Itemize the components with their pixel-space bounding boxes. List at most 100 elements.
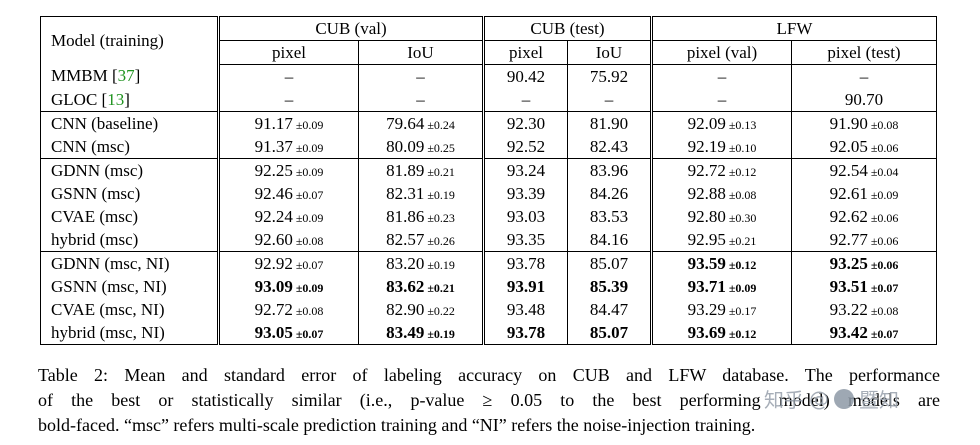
accuracy-value: 93.78 bbox=[506, 253, 546, 273]
model-name: GDNN (msc) bbox=[40, 158, 219, 182]
accuracy-value: 92.09 bbox=[687, 113, 726, 133]
accuracy-value: 92.60 bbox=[254, 229, 293, 249]
accuracy-value: 92.05 bbox=[829, 136, 868, 156]
accuracy-value: 92.92 bbox=[254, 253, 293, 273]
value-cell: 83.53 bbox=[567, 205, 652, 228]
model-name: CVAE (msc, NI) bbox=[51, 299, 165, 319]
model-name: CNN (baseline) bbox=[40, 111, 219, 135]
accuracy-value: 75.92 bbox=[589, 66, 629, 86]
value-cell: – bbox=[358, 64, 484, 88]
std-error-value: ±0.21 bbox=[728, 233, 757, 248]
table-row: GSNN (msc) 92.46 ±0.07 82.31 ±0.19 93.39 84.26… bbox=[41, 182, 937, 205]
std-error-value: ±0.12 bbox=[728, 326, 757, 341]
value-cell: 91.17 ±0.09 bbox=[217, 111, 359, 135]
std-error-value: ±0.09 bbox=[295, 140, 324, 155]
table-row: MMBM [37] – – 90.42 75.92 – – bbox=[41, 64, 937, 88]
accuracy-value: 93.48 bbox=[506, 299, 546, 319]
value-cell: 92.60 ±0.08 bbox=[217, 228, 359, 252]
std-error-value: ±0.19 bbox=[427, 257, 455, 272]
accuracy-value: 93.29 bbox=[687, 299, 726, 319]
std-error-value: ±0.06 bbox=[870, 257, 899, 272]
model-name: GDNN (msc, NI) bbox=[40, 251, 219, 275]
std-error-value: ±0.09 bbox=[728, 280, 757, 295]
std-error-value: ±0.10 bbox=[728, 140, 757, 155]
value-cell: 82.57 ±0.26 bbox=[358, 228, 484, 252]
std-error-value: ±0.04 bbox=[870, 164, 899, 179]
value-cell: 93.24 bbox=[482, 158, 568, 182]
accuracy-value: 81.90 bbox=[589, 113, 629, 133]
model-header: Model (training) bbox=[51, 30, 164, 50]
citation-link[interactable]: 37 bbox=[117, 66, 135, 86]
std-error-value: ±0.21 bbox=[427, 164, 455, 179]
accuracy-value: 91.37 bbox=[254, 136, 293, 156]
std-error-value: ±0.21 bbox=[427, 280, 455, 295]
std-error-value: ±0.07 bbox=[295, 187, 324, 202]
accuracy-value: 93.03 bbox=[506, 206, 546, 226]
accuracy-value: – bbox=[416, 89, 425, 109]
value-cell: 81.89 ±0.21 bbox=[358, 158, 484, 182]
accuracy-value: 93.24 bbox=[506, 160, 546, 180]
std-error-value: ±0.09 bbox=[295, 164, 324, 179]
accuracy-value: 85.07 bbox=[589, 322, 629, 342]
table-row: hybrid (msc) 92.60 ±0.08 82.57 ±0.26 93.35 84.… bbox=[41, 228, 937, 252]
caption-line-3: bold-faced. “msc” refers multi-scale pre… bbox=[38, 415, 756, 435]
accuracy-value: – bbox=[859, 66, 869, 86]
value-cell: – bbox=[650, 88, 792, 112]
model-name: CVAE (msc) bbox=[51, 206, 139, 226]
std-error-value: ±0.12 bbox=[728, 257, 757, 272]
value-cell: 93.25 ±0.06 bbox=[791, 251, 937, 275]
value-cell: 92.30 bbox=[482, 111, 568, 135]
accuracy-value: 84.26 bbox=[589, 183, 629, 203]
accuracy-value: 90.70 bbox=[844, 89, 884, 109]
value-cell: 83.49 ±0.19 bbox=[358, 321, 484, 345]
accuracy-value: 85.07 bbox=[589, 253, 629, 273]
accuracy-value: 82.43 bbox=[589, 136, 629, 156]
std-error-value: ±0.24 bbox=[427, 117, 455, 132]
accuracy-value: 92.62 bbox=[829, 206, 868, 226]
accuracy-value: 92.88 bbox=[687, 183, 726, 203]
value-cell: 92.72 ±0.08 bbox=[217, 298, 359, 321]
value-cell: 93.35 bbox=[482, 228, 568, 252]
value-cell: 91.90 ±0.08 bbox=[791, 111, 937, 135]
value-cell: 81.90 bbox=[567, 111, 652, 135]
citation-link[interactable]: 13 bbox=[107, 89, 125, 109]
value-cell: 92.61 ±0.09 bbox=[791, 182, 937, 205]
value-cell: 81.86 ±0.23 bbox=[358, 205, 484, 228]
model-name: hybrid (msc, NI) bbox=[51, 322, 165, 342]
value-cell: 83.96 bbox=[567, 158, 652, 182]
watermark-at-symbol: @ bbox=[809, 386, 829, 411]
value-cell: 82.43 bbox=[567, 135, 652, 159]
accuracy-value: 83.49 bbox=[386, 322, 425, 342]
accuracy-value: – bbox=[284, 89, 294, 109]
col-group-lfw: LFW bbox=[650, 16, 937, 41]
col-group-cub-val: CUB (val) bbox=[217, 16, 484, 41]
value-cell: – bbox=[358, 88, 484, 112]
value-cell: 83.62 ±0.21 bbox=[358, 275, 484, 298]
table-header-group-row: Model (training) CUB (val) CUB (test) LF… bbox=[41, 16, 937, 50]
std-error-value: ±0.08 bbox=[728, 187, 757, 202]
accuracy-value: 80.09 bbox=[386, 136, 425, 156]
table-row: GLOC [13] – – – – – 90.70 bbox=[41, 88, 937, 112]
table-row: hybrid (msc, NI) 93.05 ±0.07 83.49 ±0.19 93.7… bbox=[41, 321, 937, 345]
table-caption: Table 2: Mean and standard error of labe… bbox=[38, 363, 940, 438]
accuracy-value: 93.71 bbox=[687, 276, 726, 296]
accuracy-value: – bbox=[521, 89, 531, 109]
accuracy-value: 93.78 bbox=[506, 322, 546, 342]
accuracy-value: 83.96 bbox=[589, 160, 629, 180]
watermark-avatar-icon bbox=[834, 388, 854, 409]
value-cell: 92.19 ±0.10 bbox=[650, 135, 792, 159]
model-name: CNN (msc) bbox=[51, 136, 130, 156]
std-error-value: ±0.09 bbox=[295, 117, 324, 132]
accuracy-value: 92.19 bbox=[687, 136, 726, 156]
accuracy-value: 92.95 bbox=[687, 229, 726, 249]
subheader-lfw-pixel-test: pixel (test) bbox=[791, 40, 937, 65]
value-cell: 92.62 ±0.06 bbox=[791, 205, 937, 228]
std-error-value: ±0.07 bbox=[870, 280, 899, 295]
std-error-value: ±0.06 bbox=[870, 233, 899, 248]
accuracy-value: 93.39 bbox=[506, 183, 546, 203]
std-error-value: ±0.06 bbox=[870, 210, 899, 225]
std-error-value: ±0.19 bbox=[427, 187, 455, 202]
value-cell: 85.07 bbox=[567, 321, 652, 345]
value-cell: 92.05 ±0.06 bbox=[791, 135, 937, 159]
